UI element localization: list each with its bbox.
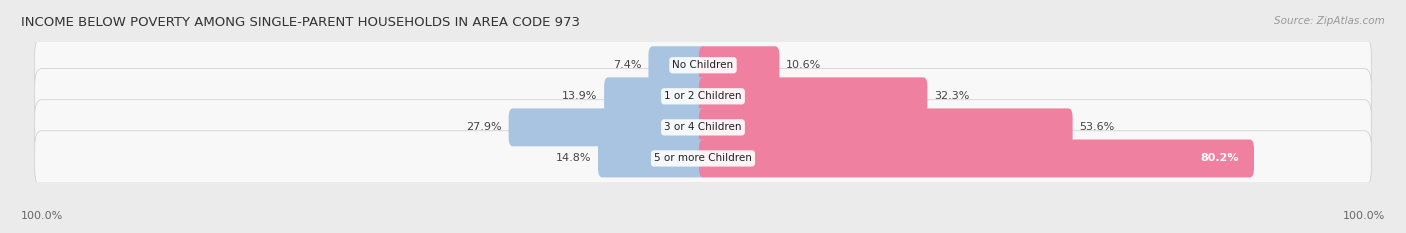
Text: 100.0%: 100.0% — [1343, 211, 1385, 221]
Text: 53.6%: 53.6% — [1080, 122, 1115, 132]
FancyBboxPatch shape — [35, 131, 1371, 186]
FancyBboxPatch shape — [699, 108, 1073, 146]
Text: 3 or 4 Children: 3 or 4 Children — [664, 122, 742, 132]
FancyBboxPatch shape — [699, 46, 779, 84]
Text: 100.0%: 100.0% — [21, 211, 63, 221]
Text: 5 or more Children: 5 or more Children — [654, 154, 752, 163]
FancyBboxPatch shape — [699, 140, 1254, 177]
FancyBboxPatch shape — [648, 46, 707, 84]
FancyBboxPatch shape — [598, 140, 707, 177]
Text: 14.8%: 14.8% — [555, 154, 591, 163]
FancyBboxPatch shape — [699, 77, 928, 115]
FancyBboxPatch shape — [605, 77, 707, 115]
Text: 32.3%: 32.3% — [934, 91, 970, 101]
FancyBboxPatch shape — [35, 100, 1371, 155]
Text: 7.4%: 7.4% — [613, 60, 641, 70]
FancyBboxPatch shape — [35, 69, 1371, 124]
Text: Source: ZipAtlas.com: Source: ZipAtlas.com — [1274, 16, 1385, 26]
Text: 10.6%: 10.6% — [786, 60, 821, 70]
FancyBboxPatch shape — [509, 108, 707, 146]
Text: 1 or 2 Children: 1 or 2 Children — [664, 91, 742, 101]
Text: INCOME BELOW POVERTY AMONG SINGLE-PARENT HOUSEHOLDS IN AREA CODE 973: INCOME BELOW POVERTY AMONG SINGLE-PARENT… — [21, 16, 581, 29]
Text: 27.9%: 27.9% — [467, 122, 502, 132]
FancyBboxPatch shape — [35, 38, 1371, 93]
Text: 13.9%: 13.9% — [562, 91, 598, 101]
Text: No Children: No Children — [672, 60, 734, 70]
Text: 80.2%: 80.2% — [1201, 154, 1239, 163]
